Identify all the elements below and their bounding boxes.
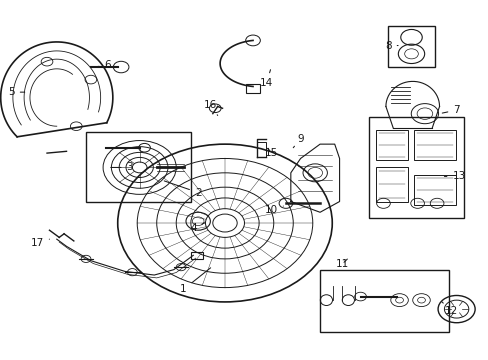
Bar — [387, 26, 434, 67]
Text: 5: 5 — [8, 87, 25, 97]
Text: 14: 14 — [259, 70, 272, 88]
Text: 16: 16 — [203, 100, 217, 116]
Bar — [368, 117, 463, 218]
Bar — [375, 167, 407, 202]
Text: 4: 4 — [190, 222, 205, 233]
Bar — [245, 84, 260, 93]
Text: 7: 7 — [441, 105, 459, 115]
Text: 15: 15 — [264, 148, 277, 158]
Text: 6: 6 — [96, 60, 111, 70]
Text: 3: 3 — [110, 162, 133, 172]
Text: 11: 11 — [335, 259, 348, 269]
Bar — [256, 142, 266, 157]
Text: 17: 17 — [31, 238, 49, 248]
Text: 9: 9 — [293, 134, 303, 148]
Text: 13: 13 — [444, 171, 465, 181]
Bar — [413, 175, 455, 205]
Text: 12: 12 — [441, 302, 457, 316]
Bar — [190, 252, 203, 259]
Text: 2: 2 — [164, 181, 201, 198]
Bar — [375, 130, 407, 160]
Bar — [320, 270, 448, 332]
Bar — [86, 132, 190, 202]
Text: 8: 8 — [384, 41, 397, 50]
Text: 10: 10 — [264, 206, 283, 216]
Text: 1: 1 — [180, 268, 210, 294]
Bar — [413, 130, 455, 160]
